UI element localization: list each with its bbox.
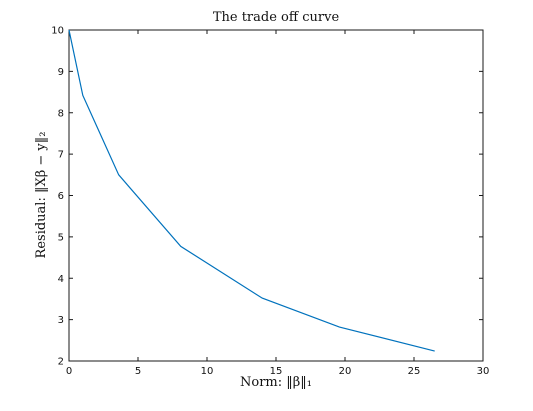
plot-frame [69, 30, 483, 361]
y-tick-label-3: 5 [58, 232, 64, 243]
trade-off-series-line [69, 30, 435, 351]
y-tick-label-2: 4 [58, 274, 64, 285]
y-tick-label-6: 8 [58, 108, 64, 119]
y-axis-ticks: 2 3 4 5 6 7 8 9 10 [51, 26, 483, 368]
x-tick-label-5: 25 [408, 366, 421, 377]
y-tick-label-0: 2 [58, 357, 64, 368]
x-tick-label-6: 30 [477, 366, 490, 377]
y-tick-label-1: 3 [58, 315, 64, 326]
x-tick-label-4: 20 [339, 366, 352, 377]
y-tick-label-5: 7 [58, 150, 64, 161]
x-axis-ticks: 0 5 10 15 20 25 30 [66, 30, 490, 377]
x-axis-label: Norm: ‖β‖₁ [240, 375, 312, 390]
y-tick-label-4: 6 [58, 191, 64, 202]
y-axis-label: Residual: ‖Xβ − y‖₂ [34, 132, 49, 259]
x-tick-label-2: 10 [201, 366, 214, 377]
x-tick-label-0: 0 [66, 366, 72, 377]
chart-title: The trade off curve [213, 10, 340, 25]
y-tick-label-8: 10 [51, 26, 64, 37]
x-tick-label-1: 5 [135, 366, 141, 377]
y-tick-label-7: 9 [58, 67, 64, 78]
